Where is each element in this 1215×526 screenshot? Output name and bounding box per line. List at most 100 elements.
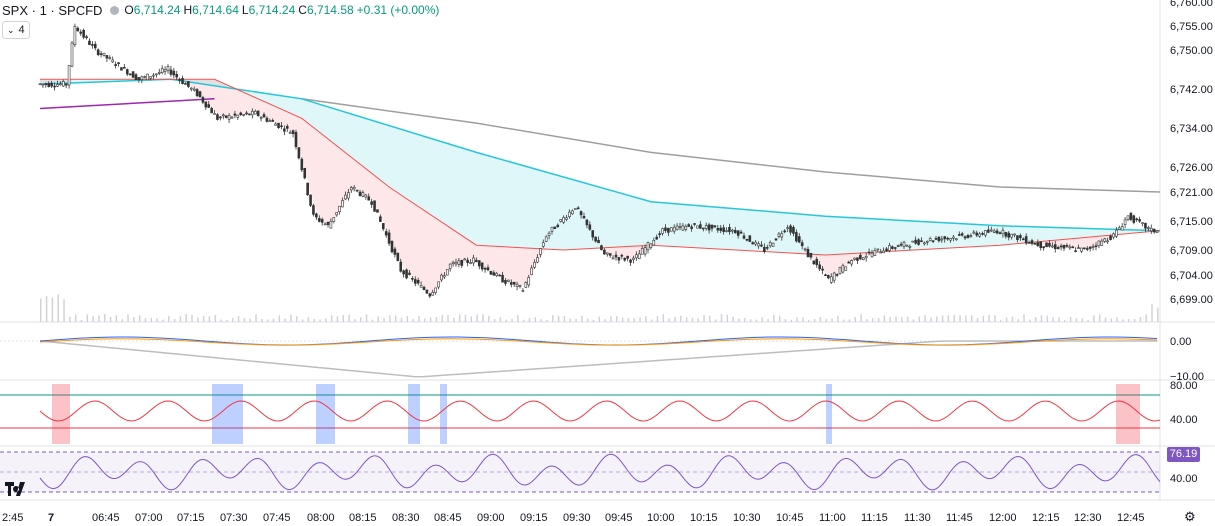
candle-body: [1016, 235, 1019, 241]
candle-body: [230, 116, 234, 119]
candle-body: [763, 246, 766, 252]
candle-body: [1065, 245, 1069, 247]
candle-body: [111, 59, 115, 63]
macd-signal-line: [39, 338, 1158, 346]
volume-bar: [895, 316, 897, 322]
candle-body: [297, 147, 301, 159]
volume-bar: [854, 316, 857, 322]
volume-bar: [313, 318, 315, 322]
candle-body: [91, 44, 94, 46]
volume-bar: [540, 319, 542, 322]
candle-body: [550, 226, 554, 232]
candle-body: [210, 108, 213, 114]
volume-bar: [901, 317, 903, 322]
candle-body: [704, 225, 708, 229]
candle-body: [134, 74, 138, 81]
candle-body: [233, 113, 237, 116]
volume-bar: [668, 318, 670, 322]
tradingview-logo-icon[interactable]: [5, 482, 29, 496]
candle-body: [556, 224, 560, 227]
candle-body: [486, 267, 490, 271]
indicator-count: 4: [18, 24, 25, 36]
candle-body: [259, 116, 263, 119]
candle-body: [384, 231, 388, 236]
volume-bar: [860, 314, 862, 322]
candle-body: [1013, 233, 1016, 236]
candle-body: [1085, 248, 1089, 250]
volume-bar: [319, 319, 321, 322]
volume-bar: [872, 318, 874, 322]
price-tick-label: 6,699.00: [1170, 294, 1213, 306]
volume-bar: [976, 318, 979, 322]
candle-body: [64, 83, 68, 86]
volume-bar: [982, 315, 985, 322]
volume-bar: [429, 317, 432, 322]
candle-body: [507, 279, 510, 282]
candle-body: [402, 270, 405, 275]
candle-body: [541, 242, 545, 247]
price-tick-label: 6,726.00: [1170, 162, 1213, 174]
volume-bar: [476, 314, 478, 322]
volume-bar: [173, 318, 176, 322]
candle-body: [192, 88, 196, 91]
time-tick-label: 07:15: [177, 512, 205, 524]
volume-bar: [645, 315, 647, 322]
candle-body: [76, 27, 80, 32]
macd-tick-label: 0.00: [1170, 336, 1191, 348]
candle-body: [873, 250, 877, 256]
gear-icon[interactable]: ⚙: [1184, 509, 1196, 524]
candle-body: [498, 274, 501, 277]
candle-body: [1039, 241, 1043, 249]
volume-bar: [633, 318, 635, 322]
oscillator-line: [39, 400, 1161, 422]
candle-body: [137, 77, 141, 81]
candle-body: [966, 235, 970, 238]
candle-body: [1083, 247, 1086, 250]
volume-bar: [703, 315, 705, 322]
price-tick-label: 6,742.00: [1170, 84, 1213, 96]
candle-body: [1045, 242, 1048, 248]
symbol-title[interactable]: SPX · 1 · SPCFD: [2, 2, 103, 18]
candle-body: [454, 261, 458, 265]
candle-body: [1051, 245, 1054, 248]
candle-body: [187, 81, 190, 87]
indicators-collapse-button[interactable]: ⌄ 4: [2, 21, 30, 39]
volume-bar: [162, 319, 164, 322]
oscillator-signal-zone: [440, 384, 447, 444]
volume-bar: [598, 316, 601, 322]
candle-body: [838, 267, 842, 274]
candle-body: [1027, 242, 1031, 244]
volume-bar: [255, 314, 257, 322]
volume-bar: [1139, 316, 1142, 322]
candle-body: [245, 112, 248, 115]
candle-body: [1021, 238, 1025, 241]
candle-body: [332, 217, 336, 222]
candle-body: [236, 114, 240, 118]
candle-body: [1056, 247, 1060, 250]
volume-bar: [581, 315, 583, 322]
candle-body: [576, 207, 580, 210]
low-key: L: [241, 3, 249, 17]
candle-body: [1033, 243, 1037, 245]
candle-body: [707, 224, 711, 231]
candle-body: [1155, 230, 1159, 233]
candle-body: [419, 285, 423, 288]
candle-body: [166, 66, 170, 71]
volume-bar: [290, 314, 292, 322]
candle-body: [1062, 244, 1066, 249]
candle-body: [920, 240, 923, 243]
candle-body: [93, 43, 97, 49]
volume-bar: [621, 317, 624, 322]
candle-body: [1010, 233, 1013, 238]
candle-body: [591, 230, 595, 238]
market-status-icon[interactable]: [110, 5, 120, 15]
volume-bar: [767, 318, 769, 322]
candle-body: [518, 285, 522, 287]
candle-body: [899, 243, 903, 246]
candle-body: [585, 219, 589, 226]
time-tick-label: 08:45: [434, 512, 462, 524]
candle-body: [733, 230, 737, 234]
time-tick-label: 07:45: [263, 512, 291, 524]
